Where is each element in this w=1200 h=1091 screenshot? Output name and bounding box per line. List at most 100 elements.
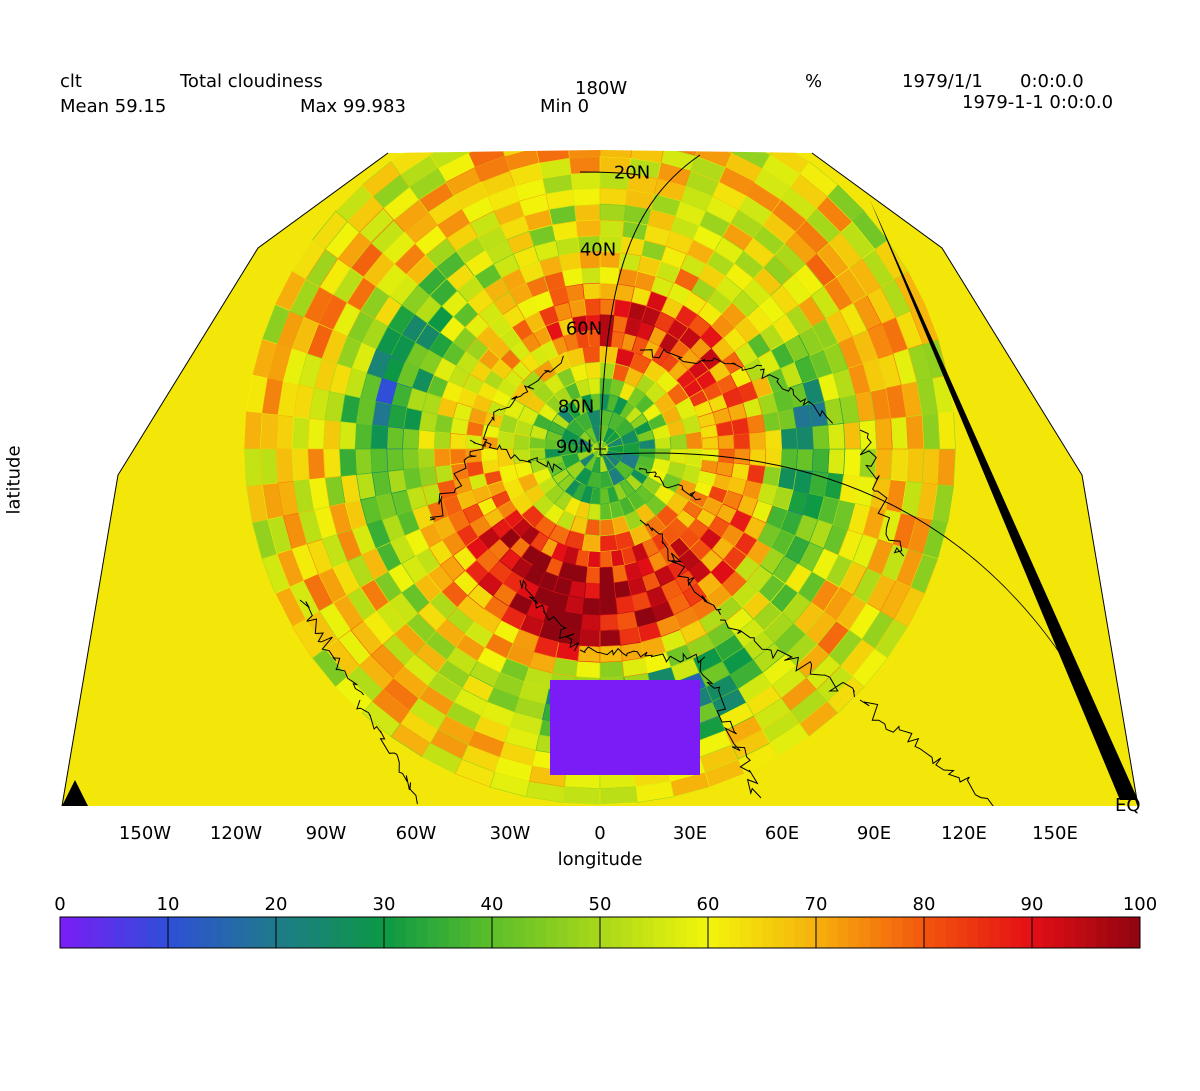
coastline-segment [299, 599, 364, 696]
colorbar-step [535, 917, 547, 948]
colorbar-step [319, 917, 331, 948]
colorbar-step [988, 917, 1000, 948]
lon-tick-30e: 30E [672, 823, 708, 844]
lon-tick-60w: 60W [395, 823, 437, 844]
coastline-segment [429, 408, 501, 521]
colorbar-step [934, 917, 946, 948]
coastline-segment [759, 368, 834, 424]
coastline-segment [699, 659, 762, 799]
colorbar-step [265, 917, 277, 948]
colorbar-step [610, 917, 622, 948]
coastline-segment [859, 429, 905, 557]
lat-label-90n: 90N [555, 436, 593, 458]
lon-tick-0: 0 [594, 823, 606, 844]
coastline-segment [639, 467, 702, 501]
colorbar-step [427, 917, 439, 948]
time-label: 0:0:0.0 [1020, 71, 1084, 92]
colorbar-step [1129, 917, 1141, 948]
colorbar-step [448, 917, 460, 948]
mean-stat: Mean 59.15 [60, 96, 167, 117]
colorbar-step [697, 917, 709, 948]
center-longitude: 180W [575, 78, 628, 99]
coastline-segment [639, 519, 722, 615]
colorbar-step [146, 917, 158, 948]
colorbar-step [664, 917, 676, 948]
colorbar-step [826, 917, 838, 948]
cloud-cells [62, 150, 1138, 806]
colorbar-step [211, 917, 223, 948]
coastline-segment [579, 646, 706, 664]
variable-long-name: Total cloudiness [180, 71, 323, 92]
colorbar-step [762, 917, 774, 948]
colorbar-step [168, 917, 180, 948]
colorbar-step [1032, 917, 1044, 948]
colorbar-step [654, 917, 666, 948]
colorbar-step [632, 917, 644, 948]
colorbar-step [546, 917, 558, 948]
colorbar-step [1021, 917, 1033, 948]
colorbar-step [1053, 917, 1065, 948]
colorbar-step [92, 917, 104, 948]
colorbar-step [675, 917, 687, 948]
colorbar-step [999, 917, 1011, 948]
colorbar-step [589, 917, 601, 948]
coastline-segment [499, 355, 564, 411]
colorbar-step [956, 917, 968, 948]
colorbar-step [1042, 917, 1054, 948]
colorbar-step [1064, 917, 1076, 948]
colorbar-step [556, 917, 568, 948]
colorbar-label: 10 [156, 894, 180, 915]
colorbar-step [891, 917, 903, 948]
colorbar-step [232, 917, 244, 948]
coastlines [299, 348, 994, 806]
colorbar-step [729, 917, 741, 948]
colorbar-step [124, 917, 136, 948]
colorbar-step [200, 917, 212, 948]
colorbar-label: 0 [54, 894, 66, 915]
colorbar-step [1075, 917, 1087, 948]
lon-tick-90w: 90W [305, 823, 347, 844]
colorbar-step [81, 917, 93, 948]
colorbar-step [924, 917, 936, 948]
coastline-segment [469, 439, 563, 474]
colorbar-step [416, 917, 428, 948]
colorbar-step [330, 917, 342, 948]
coastline-segment [356, 699, 418, 805]
coastline-segment [519, 579, 580, 652]
lat-label-20n: 20N [613, 162, 651, 184]
colorbar-step [438, 917, 450, 948]
colorbar-step [902, 917, 914, 948]
timestamp-label: 1979-1-1 0:0:0.0 [962, 92, 1114, 113]
colorbar-step [880, 917, 892, 948]
lat-label-40n: 40N [579, 239, 617, 261]
colorbar-step [157, 917, 169, 948]
colorbar-label: 100 [1122, 894, 1158, 915]
lon-tick-150w: 150W [118, 823, 172, 844]
coastline-segment [719, 619, 855, 697]
colorbar-step [373, 917, 385, 948]
colorbar-step [718, 917, 730, 948]
colorbar-step [502, 917, 514, 948]
colorbar-step [384, 917, 396, 948]
left-edge-wedge [62, 780, 88, 806]
colorbar-step [1118, 917, 1130, 948]
colorbar-step [351, 917, 363, 948]
units-label: % [805, 71, 823, 92]
colorbar-step [394, 917, 406, 948]
lon-tick-60e: 60E [764, 823, 800, 844]
colorbar-step [103, 917, 115, 948]
colorbar-step [794, 917, 806, 948]
colorbar-step [783, 917, 795, 948]
colorbar-step [643, 917, 655, 948]
colorbar-label: 40 [480, 894, 504, 915]
dateline-line [599, 154, 701, 456]
colorbar-step [945, 917, 957, 948]
right-boundary-line [811, 152, 1139, 807]
lon-tick-150e: 150E [1032, 823, 1078, 844]
lon-tick-120w: 120W [209, 823, 263, 844]
colorbar-label: 70 [804, 894, 828, 915]
min-stat: Min 0 [540, 96, 590, 117]
colorbar-step [362, 917, 374, 948]
colorbar-step [859, 917, 871, 948]
